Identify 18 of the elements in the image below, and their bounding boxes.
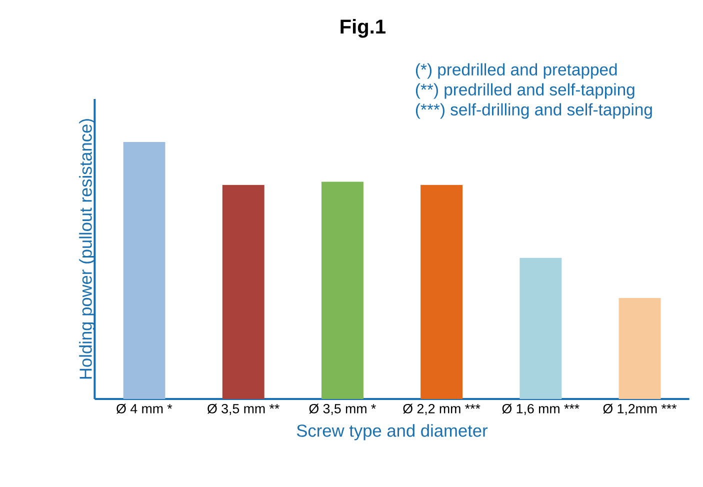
x-tick-label: Ø 1,2mm *** — [603, 404, 677, 415]
chart-title: Fig.1 — [340, 18, 386, 38]
x-tick-label: Ø 4 mm * — [116, 404, 172, 414]
text: (*) predrilled and pretapped — [416, 63, 617, 79]
bar — [520, 258, 562, 399]
text: (***) self-drilling and self-tapping — [416, 103, 652, 119]
text: (**) predrilled and self-tapping — [416, 83, 634, 99]
bar — [321, 182, 364, 399]
y-axis-title: Holding power (pullout resistance) — [79, 119, 96, 379]
bar — [618, 298, 661, 399]
bar — [222, 184, 264, 399]
x-tick-label: Ø 3,5 mm ** — [207, 404, 280, 415]
bar — [123, 142, 166, 399]
x-tick-label: Ø 2,2 mm *** — [403, 404, 480, 415]
x-tick-label: Ø 1,6 mm *** — [502, 404, 580, 415]
x-axis-title: Screw type and diameter — [296, 424, 488, 440]
bar — [420, 184, 463, 399]
x-tick-label: Ø 3,5 mm * — [309, 404, 376, 415]
